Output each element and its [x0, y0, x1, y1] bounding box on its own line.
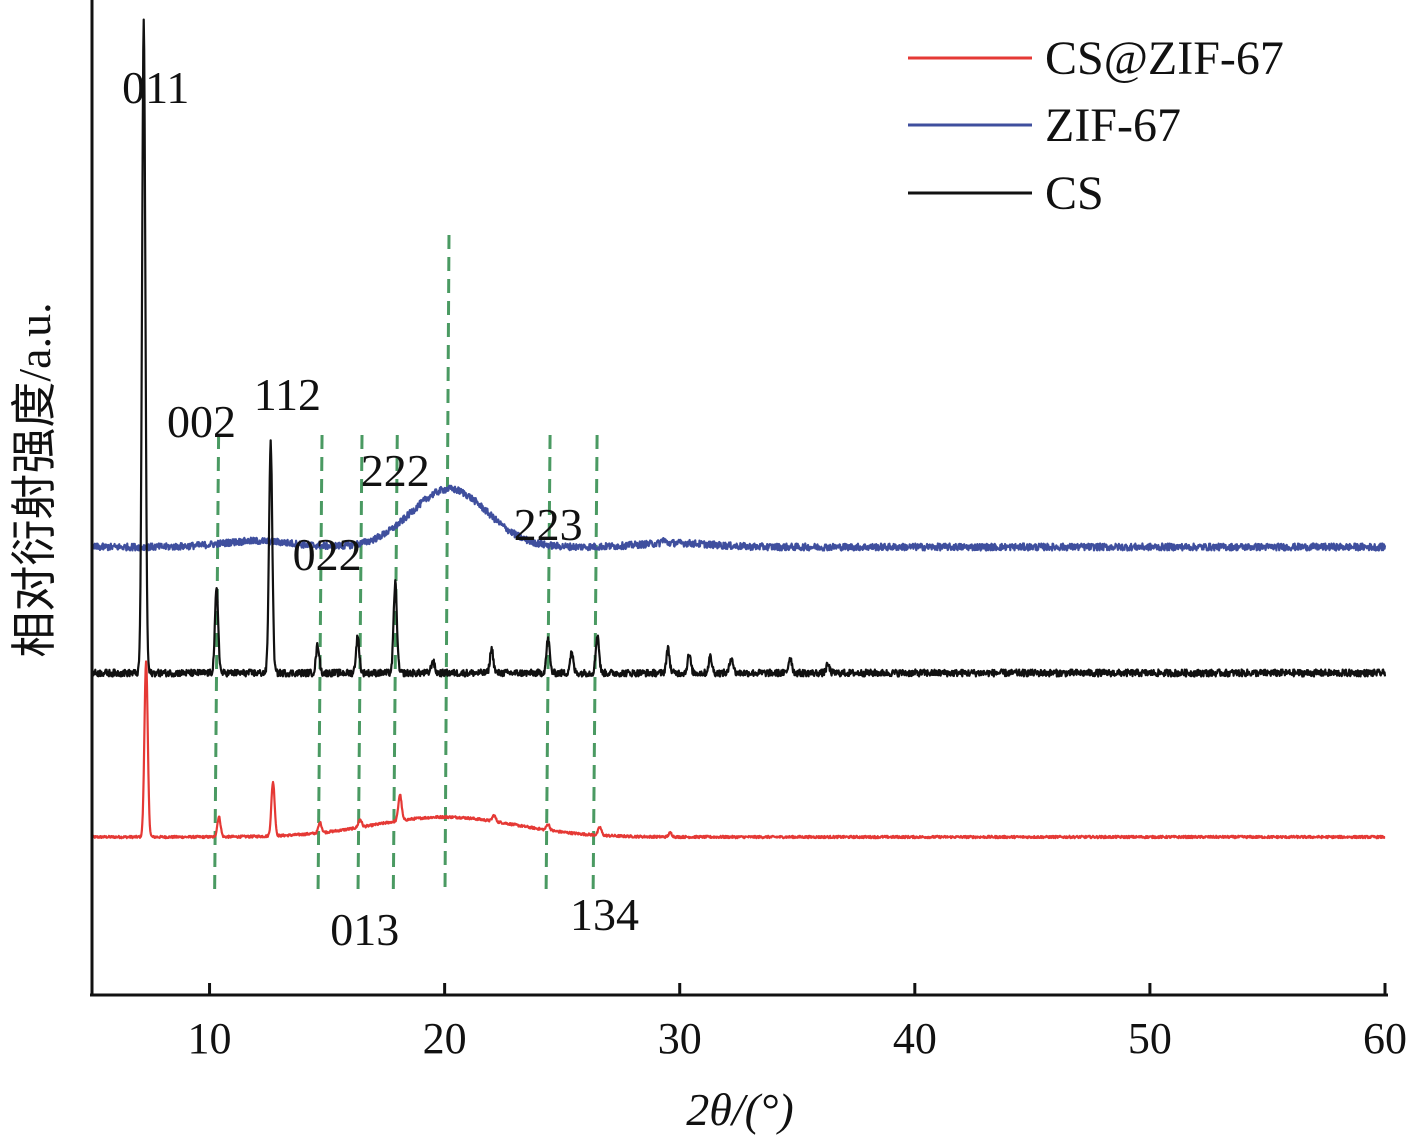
- x-ticks: 10 20 30 40 50 60: [188, 983, 1407, 1063]
- peak-label-134: 134: [570, 889, 639, 940]
- reference-line-4: [443, 234, 451, 896]
- y-axis-title: 相对衍射强度/a.u.: [9, 302, 60, 657]
- reference-line-3: [391, 434, 399, 896]
- x-tick-label-30: 30: [658, 1014, 702, 1063]
- legend-label-cs: CS: [1045, 167, 1104, 220]
- axes: [90, 0, 1388, 997]
- peak-label-222: 222: [361, 445, 430, 496]
- x-axis-title: 2θ/(°): [686, 1084, 793, 1135]
- x-tick-label-50: 50: [1128, 1014, 1172, 1063]
- legend-label-cs-zif-67: CS@ZIF-67: [1045, 32, 1284, 85]
- series-group: [90, 18, 1387, 840]
- peak-label-022: 022: [293, 529, 362, 580]
- peak-label-002: 002: [167, 396, 236, 447]
- peak-label-223: 223: [514, 499, 583, 550]
- series-line-zif-67: [91, 484, 1387, 552]
- x-tick-label-40: 40: [893, 1014, 937, 1063]
- peak-label-011: 011: [122, 62, 189, 113]
- legend-label-zif-67: ZIF-67: [1045, 99, 1181, 152]
- legend: CS@ZIF-67 ZIF-67 CS: [908, 32, 1284, 220]
- peak-label-112: 112: [254, 369, 321, 420]
- series-line-cs-zif-67: [91, 660, 1386, 840]
- peak-annotations: 011 002 112 022 222 223 013 134: [122, 62, 639, 955]
- x-tick-label-60: 60: [1363, 1014, 1407, 1063]
- x-tick-label-10: 10: [188, 1014, 232, 1063]
- reference-line-5: [544, 434, 552, 896]
- peak-label-013: 013: [330, 904, 399, 955]
- series-line-cs: [90, 18, 1387, 678]
- x-tick-label-20: 20: [423, 1014, 467, 1063]
- reference-line-0: [213, 434, 221, 896]
